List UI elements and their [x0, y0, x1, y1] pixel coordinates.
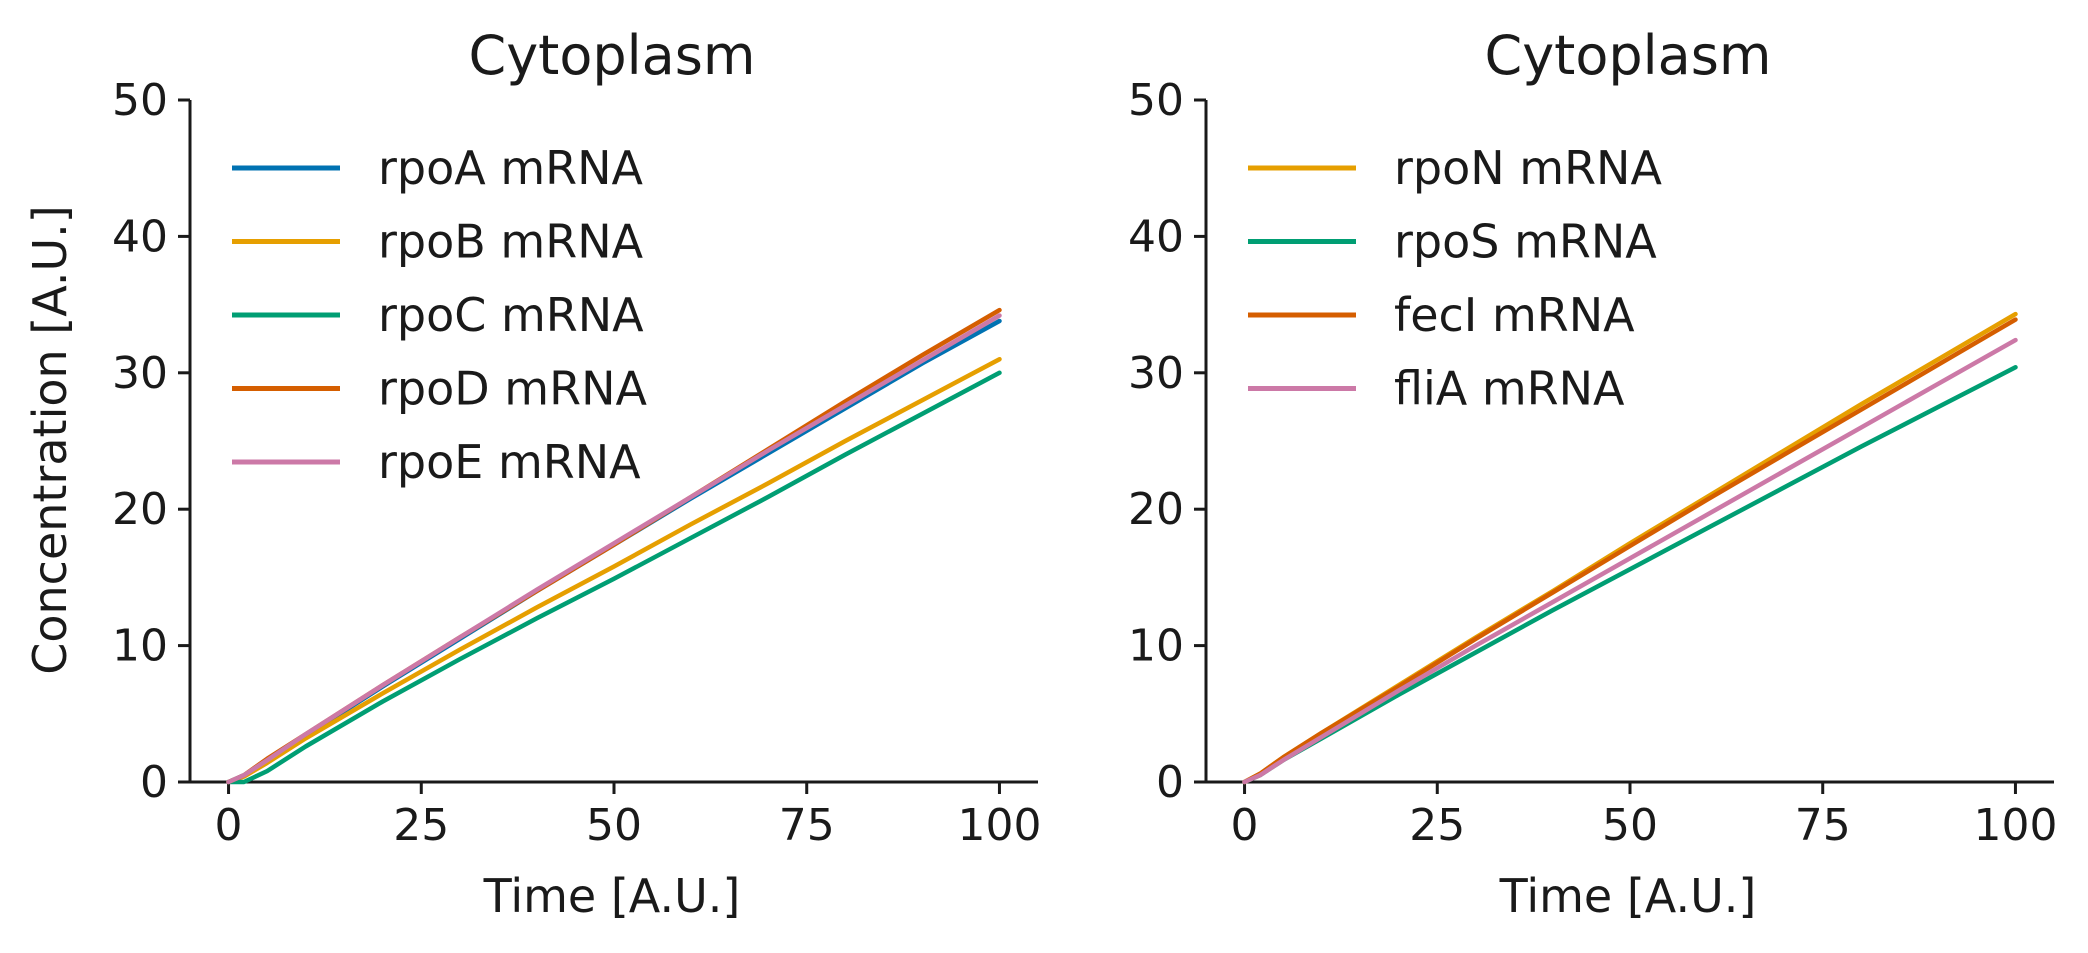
chart-left: Cytoplasm Concentration [A.U.] Time [A.U…	[23, 24, 1041, 923]
chart-title: Cytoplasm	[469, 24, 756, 87]
series-line-rpoc-mrna	[226, 370, 1002, 785]
x-tick-label: 100	[957, 800, 1041, 851]
legend-label: fecI mRNA	[1394, 288, 1635, 342]
x-axis-label: Time [A.U.]	[1499, 869, 1757, 923]
y-axis-label: Concentration [A.U.]	[23, 205, 77, 675]
legend-label: rpoD mRNA	[378, 362, 647, 416]
y-tick-label: 40	[1128, 211, 1184, 262]
series-line-rpob-mrna	[226, 356, 1002, 785]
y-tick-label: 30	[1128, 348, 1184, 399]
y-tick-label: 50	[1128, 75, 1184, 126]
y-ticks: 0 10 20 30 40 50	[112, 75, 190, 808]
legend-label: fliA mRNA	[1394, 362, 1625, 416]
x-ticks: 0 25 50 75 100	[1231, 782, 2057, 851]
plot-series	[1242, 311, 2018, 785]
y-tick-label: 0	[140, 757, 168, 808]
legend-label: rpoB mRNA	[378, 215, 644, 269]
x-axis-label: Time [A.U.]	[483, 869, 741, 923]
x-tick-label: 50	[586, 800, 642, 851]
y-tick-label: 10	[112, 621, 168, 672]
chart-title: Cytoplasm	[1485, 24, 1772, 87]
y-tick-label: 30	[112, 348, 168, 399]
x-ticks: 0 25 50 75 100	[215, 782, 1041, 851]
y-tick-label: 20	[112, 484, 168, 535]
legend-label: rpoS mRNA	[1394, 215, 1657, 269]
y-tick-label: 0	[1156, 757, 1184, 808]
x-tick-label: 25	[393, 800, 449, 851]
legend-label: rpoC mRNA	[378, 288, 644, 342]
y-tick-label: 10	[1128, 621, 1184, 672]
legend-label: rpoE mRNA	[378, 435, 641, 489]
y-tick-label: 20	[1128, 484, 1184, 535]
x-tick-label: 75	[779, 800, 835, 851]
x-tick-label: 75	[1795, 800, 1851, 851]
y-tick-label: 50	[112, 75, 168, 126]
legend: rpoN mRNA rpoS mRNA fecI mRNA fliA mRNA	[1248, 141, 1662, 416]
legend-label: rpoN mRNA	[1394, 141, 1662, 195]
x-tick-label: 0	[1231, 800, 1259, 851]
legend-label: rpoA mRNA	[378, 141, 644, 195]
series-line-rpoe-mrna	[226, 313, 1002, 785]
series-line-flia-mrna	[1242, 337, 2018, 785]
series-line-rpos-mrna	[1242, 365, 2018, 785]
x-tick-label: 100	[1973, 800, 2057, 851]
plot-series	[226, 307, 1002, 785]
x-tick-label: 25	[1409, 800, 1465, 851]
y-tick-label: 40	[112, 211, 168, 262]
x-tick-label: 50	[1602, 800, 1658, 851]
chart-right: Cytoplasm Time [A.U.] 0 10 20 30 40 50 0 25 50 7…	[1128, 24, 2057, 923]
legend: rpoA mRNA rpoB mRNA rpoC mRNA rpoD mRNA rpoE…	[232, 141, 647, 489]
y-ticks: 0 10 20 30 40 50	[1128, 75, 1206, 808]
x-tick-label: 0	[215, 800, 243, 851]
series-line-feci-mrna	[1242, 317, 2018, 785]
